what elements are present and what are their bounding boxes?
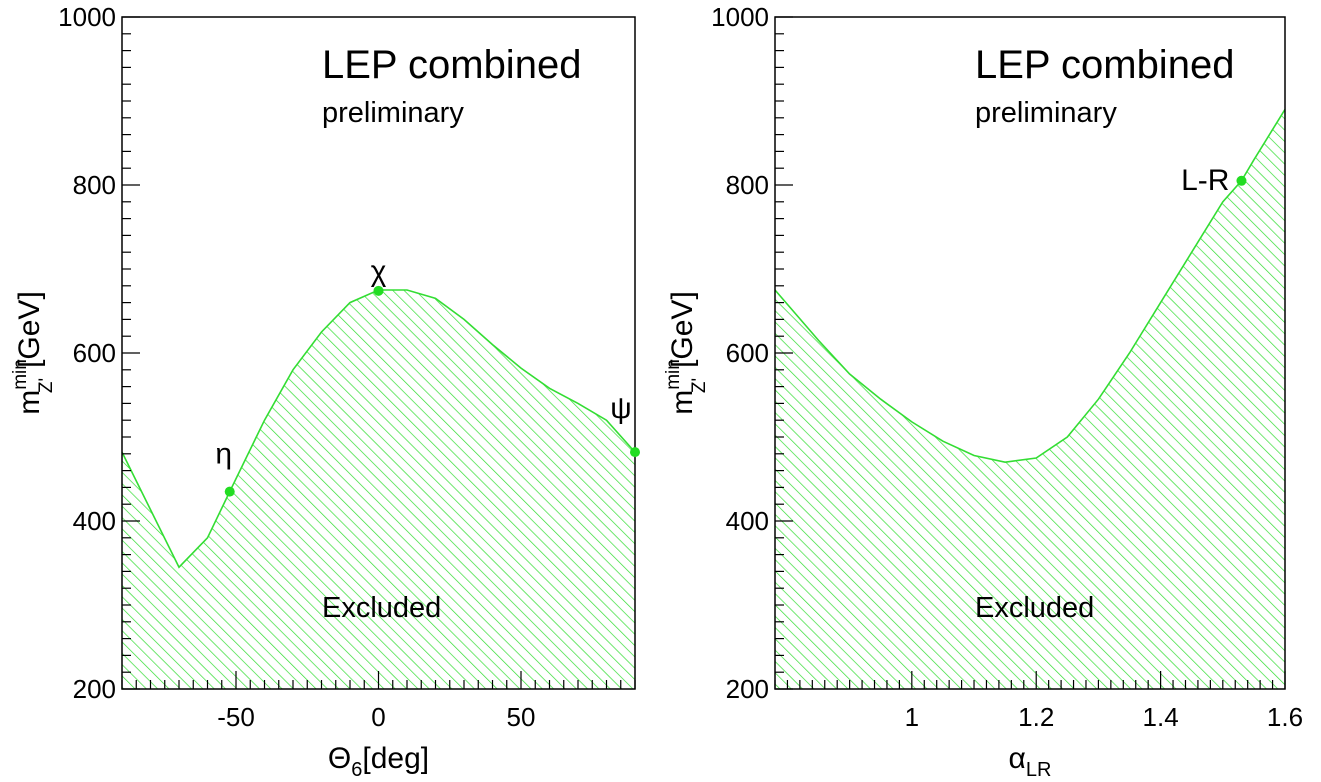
y-tick-label: 600	[73, 338, 116, 368]
y-axis-label: mmin Z' [GeV]	[663, 291, 710, 415]
x-tick-label: 1	[905, 702, 919, 732]
x-axis-label-symbol: Θ	[328, 742, 351, 775]
x-axis-label-subscript: 6	[351, 759, 362, 781]
chart-title: LEP combined	[322, 43, 581, 87]
y-tick-label: 200	[73, 674, 116, 704]
y-tick-label: 400	[726, 506, 769, 536]
y-tick-label: 1000	[711, 2, 769, 32]
x-tick-label: 50	[507, 702, 536, 732]
x-tick-label: -50	[217, 702, 255, 732]
x-tick-label: 0	[371, 702, 385, 732]
y-axis-label-unit: [GeV]	[666, 291, 699, 368]
chart-title: LEP combined	[975, 43, 1234, 87]
x-axis-label-subscript: LR	[1026, 759, 1052, 781]
x-tick-label: 1.6	[1267, 702, 1303, 732]
exclusion-boundary-line	[774, 108, 1286, 464]
model-point-label: χ	[371, 255, 387, 288]
exclusion-boundary-line	[121, 289, 636, 569]
y-tick-label: 800	[73, 170, 116, 200]
x-axis-label-symbol: α	[1009, 742, 1026, 775]
y-tick-label: 800	[726, 170, 769, 200]
model-point-label: ψ	[610, 392, 631, 425]
chart-subtitle: preliminary	[975, 97, 1117, 129]
y-tick-label: 1000	[58, 2, 116, 32]
y-tick-label: 400	[73, 506, 116, 536]
excluded-region-fill	[775, 109, 1285, 689]
excluded-region-fill	[122, 290, 635, 689]
y-axis-label-superscript: min	[663, 359, 684, 390]
x-tick-label: 1.2	[1018, 702, 1054, 732]
model-point-2	[630, 447, 640, 458]
model-point-label: η	[215, 438, 232, 471]
chart-subtitle: preliminary	[322, 97, 464, 129]
y-axis-label-symbol: m	[666, 390, 699, 415]
x-axis-label: Θ6[deg]	[328, 742, 429, 781]
x-axis-label-unit: [deg]	[362, 742, 429, 775]
y-axis-label-subscript: Z'	[689, 378, 710, 393]
model-point-0	[224, 486, 235, 497]
x-tick-label: 1.4	[1143, 702, 1179, 732]
y-axis-label-symbol: m	[13, 390, 46, 415]
model-point-label: L-R	[1181, 164, 1229, 197]
y-tick-label: 600	[726, 338, 769, 368]
y-tick-label: 200	[726, 674, 769, 704]
model-point-0	[1236, 175, 1247, 186]
excluded-region-label: Excluded	[975, 592, 1094, 624]
y-axis-label-superscript: min	[10, 359, 31, 390]
y-axis-label-subscript: Z'	[36, 378, 57, 393]
x-axis-label: αLR	[1009, 742, 1052, 781]
model-point-1	[373, 285, 384, 296]
y-axis-label-unit: [GeV]	[13, 291, 46, 368]
excluded-region-label: Excluded	[322, 592, 441, 624]
y-axis-label: mmin Z' [GeV]	[10, 291, 57, 415]
